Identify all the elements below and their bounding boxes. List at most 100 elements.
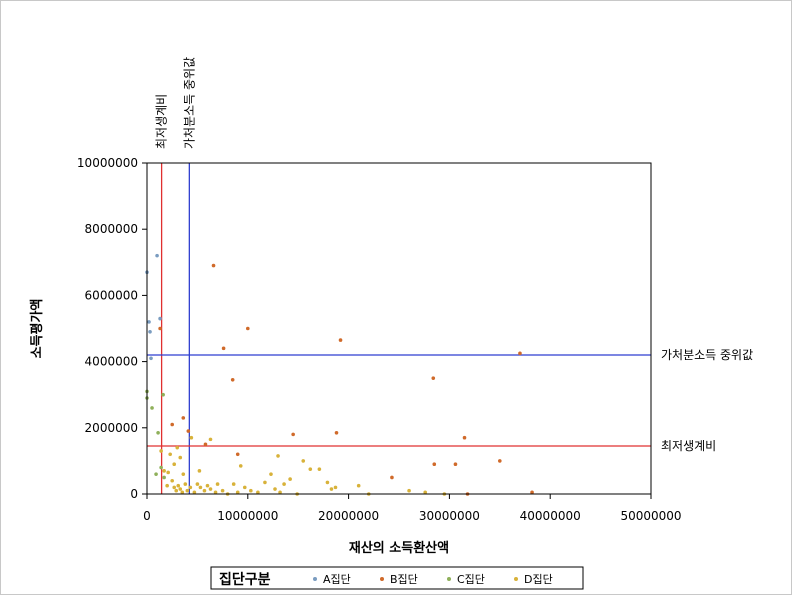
y-tick-label: 4000000 [85,355,138,369]
data-point [170,478,174,483]
data-point [166,470,170,475]
data-point [530,490,534,495]
data-point [162,469,166,473]
legend-entry-label: C집단 [457,573,485,586]
reference-label-horizontal: 최저생계비 [661,439,716,453]
data-point [155,253,159,258]
data-point [185,488,190,493]
data-point [149,356,153,361]
x-tick-label: 10000000 [217,509,278,523]
data-point [208,437,213,442]
data-point [159,465,163,470]
legend: 집단구분 A집단 B집단 C집단 D집단 [210,566,584,590]
data-point [453,462,458,467]
data-point [432,462,437,467]
data-point [431,376,436,380]
data-point [159,449,163,453]
data-point [230,378,235,382]
reference-label-vertical: 최저생계비 [155,94,169,149]
data-point [158,326,162,331]
data-point [181,472,186,476]
legend-marker [380,577,384,581]
x-axis-title: 재산의 소득환산액 [349,540,449,556]
data-point [317,467,322,471]
legend-entry-label: A집단 [323,573,351,586]
data-point [256,490,260,495]
data-point [154,472,158,476]
data-point [301,459,306,463]
data-point [390,475,394,480]
data-point [333,485,338,490]
data-point [329,487,334,491]
data-point [181,416,186,420]
data-point [231,482,236,486]
x-tick-label: 30000000 [419,509,480,523]
data-point [172,485,177,490]
x-tick-label: 20000000 [318,509,379,523]
data-point [198,485,203,490]
data-point [205,483,210,488]
data-point [518,351,522,356]
data-point [183,482,188,486]
reference-label-vertical: 가처분소득 중위값 [182,57,196,149]
data-point [462,435,467,440]
data-point [203,442,208,447]
y-tick-label: 0 [130,487,138,501]
data-point [263,480,267,485]
data-point [246,326,250,331]
x-tick-label: 0 [143,509,151,523]
data-point [338,338,343,342]
data-point [165,483,169,488]
data-point [291,432,295,437]
legend-entry-label: D집단 [524,573,553,586]
data-point [221,346,226,351]
y-tick-label: 8000000 [85,222,138,236]
data-point [192,490,197,495]
data-point [168,452,172,457]
legend-marker [447,577,451,581]
data-point [282,482,286,486]
data-point [161,392,165,397]
data-point [498,459,502,463]
data-point [308,467,313,471]
data-point [180,490,185,495]
data-point [158,316,162,321]
data-point [189,435,194,440]
data-point [220,488,225,493]
data-point [334,430,339,435]
data-point [170,422,174,427]
data-point [288,477,292,481]
data-point [148,330,152,334]
data-point [174,488,179,493]
data-point [325,480,330,485]
data-point [195,482,200,486]
data-point [242,485,247,490]
legend-box [210,566,584,590]
data-point [276,454,280,458]
data-point [249,488,253,493]
data-point [235,490,240,495]
y-tick-label: 10000000 [77,156,138,170]
x-tick-label: 40000000 [520,509,581,523]
data-point [211,263,216,268]
data-point [407,488,411,493]
legend-marker [313,577,317,581]
data-point [162,475,166,480]
data-point [235,452,240,457]
data-point [172,462,177,467]
data-point [213,490,218,495]
data-point [423,490,428,495]
y-tick-label: 2000000 [85,421,138,435]
data-point [150,406,154,410]
data-point [208,487,213,491]
plot-area-frame [146,162,652,495]
data-point [202,488,207,493]
data-point [197,469,202,473]
x-tick-label: 50000000 [620,509,681,523]
data-point [178,455,183,460]
data-point [356,483,361,488]
legend-title: 집단구분 [219,571,271,588]
data-point [186,429,191,433]
data-point [273,487,277,491]
